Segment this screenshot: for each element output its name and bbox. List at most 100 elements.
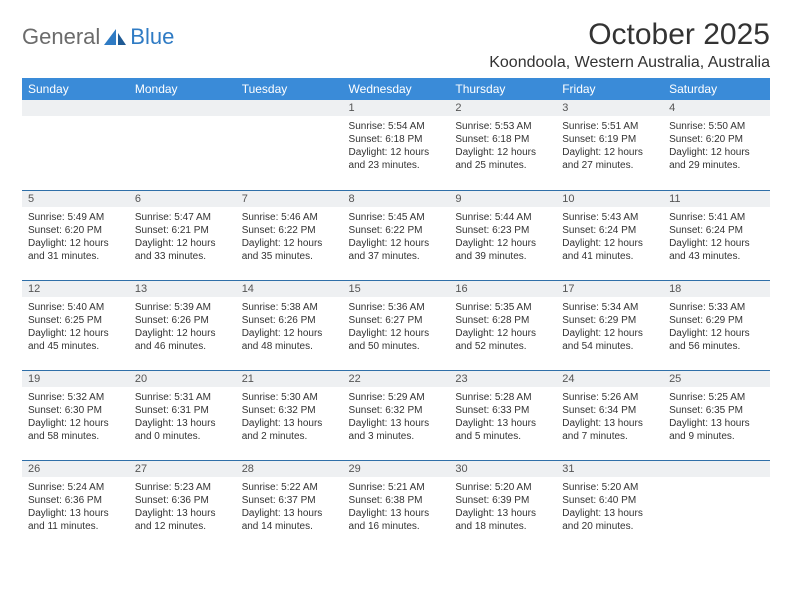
calendar-day-cell: 11Sunrise: 5:41 AMSunset: 6:24 PMDayligh… — [663, 190, 770, 280]
day-header: Wednesday — [343, 78, 450, 100]
day-header: Monday — [129, 78, 236, 100]
day-number: 4 — [663, 100, 770, 116]
logo-sail-icon — [102, 27, 128, 47]
day-number: 17 — [556, 281, 663, 297]
day-number: 6 — [129, 191, 236, 207]
day-details: Sunrise: 5:20 AMSunset: 6:39 PMDaylight:… — [449, 477, 556, 537]
day-details: Sunrise: 5:51 AMSunset: 6:19 PMDaylight:… — [556, 116, 663, 176]
calendar-day-cell: 18Sunrise: 5:33 AMSunset: 6:29 PMDayligh… — [663, 280, 770, 370]
day-details: Sunrise: 5:28 AMSunset: 6:33 PMDaylight:… — [449, 387, 556, 447]
day-details: Sunrise: 5:45 AMSunset: 6:22 PMDaylight:… — [343, 207, 450, 267]
calendar-week-row: 12Sunrise: 5:40 AMSunset: 6:25 PMDayligh… — [22, 280, 770, 370]
calendar-day-cell: 20Sunrise: 5:31 AMSunset: 6:31 PMDayligh… — [129, 370, 236, 460]
calendar-day-cell: 19Sunrise: 5:32 AMSunset: 6:30 PMDayligh… — [22, 370, 129, 460]
day-details: Sunrise: 5:21 AMSunset: 6:38 PMDaylight:… — [343, 477, 450, 537]
calendar-day-cell: 17Sunrise: 5:34 AMSunset: 6:29 PMDayligh… — [556, 280, 663, 370]
day-header: Tuesday — [236, 78, 343, 100]
empty-day-bar — [129, 100, 236, 116]
calendar-day-cell: 29Sunrise: 5:21 AMSunset: 6:38 PMDayligh… — [343, 460, 450, 550]
day-header: Friday — [556, 78, 663, 100]
day-number: 30 — [449, 461, 556, 477]
day-details: Sunrise: 5:29 AMSunset: 6:32 PMDaylight:… — [343, 387, 450, 447]
day-details: Sunrise: 5:26 AMSunset: 6:34 PMDaylight:… — [556, 387, 663, 447]
day-number: 21 — [236, 371, 343, 387]
day-details: Sunrise: 5:30 AMSunset: 6:32 PMDaylight:… — [236, 387, 343, 447]
day-details: Sunrise: 5:36 AMSunset: 6:27 PMDaylight:… — [343, 297, 450, 357]
day-number: 1 — [343, 100, 450, 116]
day-number: 28 — [236, 461, 343, 477]
day-number: 31 — [556, 461, 663, 477]
day-number: 3 — [556, 100, 663, 116]
calendar-day-cell: 4Sunrise: 5:50 AMSunset: 6:20 PMDaylight… — [663, 100, 770, 190]
calendar-week-row: 26Sunrise: 5:24 AMSunset: 6:36 PMDayligh… — [22, 460, 770, 550]
logo-text-blue: Blue — [130, 24, 174, 50]
logo-text-gray: General — [22, 24, 100, 50]
day-number: 25 — [663, 371, 770, 387]
day-header: Thursday — [449, 78, 556, 100]
day-number: 8 — [343, 191, 450, 207]
day-details: Sunrise: 5:46 AMSunset: 6:22 PMDaylight:… — [236, 207, 343, 267]
day-details: Sunrise: 5:41 AMSunset: 6:24 PMDaylight:… — [663, 207, 770, 267]
day-number: 19 — [22, 371, 129, 387]
calendar-day-cell — [22, 100, 129, 190]
calendar-day-cell: 24Sunrise: 5:26 AMSunset: 6:34 PMDayligh… — [556, 370, 663, 460]
calendar-day-cell: 30Sunrise: 5:20 AMSunset: 6:39 PMDayligh… — [449, 460, 556, 550]
empty-day-bar — [236, 100, 343, 116]
calendar-day-cell: 9Sunrise: 5:44 AMSunset: 6:23 PMDaylight… — [449, 190, 556, 280]
calendar-day-cell: 23Sunrise: 5:28 AMSunset: 6:33 PMDayligh… — [449, 370, 556, 460]
calendar-day-cell: 31Sunrise: 5:20 AMSunset: 6:40 PMDayligh… — [556, 460, 663, 550]
day-details: Sunrise: 5:44 AMSunset: 6:23 PMDaylight:… — [449, 207, 556, 267]
calendar-day-cell: 2Sunrise: 5:53 AMSunset: 6:18 PMDaylight… — [449, 100, 556, 190]
day-details: Sunrise: 5:22 AMSunset: 6:37 PMDaylight:… — [236, 477, 343, 537]
day-details: Sunrise: 5:34 AMSunset: 6:29 PMDaylight:… — [556, 297, 663, 357]
day-number: 14 — [236, 281, 343, 297]
location: Koondoola, Western Australia, Australia — [489, 54, 770, 72]
day-number: 7 — [236, 191, 343, 207]
day-details: Sunrise: 5:31 AMSunset: 6:31 PMDaylight:… — [129, 387, 236, 447]
calendar-day-cell — [129, 100, 236, 190]
calendar-day-cell: 8Sunrise: 5:45 AMSunset: 6:22 PMDaylight… — [343, 190, 450, 280]
calendar-day-cell: 13Sunrise: 5:39 AMSunset: 6:26 PMDayligh… — [129, 280, 236, 370]
day-number: 18 — [663, 281, 770, 297]
day-number: 13 — [129, 281, 236, 297]
day-number: 15 — [343, 281, 450, 297]
month-title: October 2025 — [489, 18, 770, 52]
day-details: Sunrise: 5:33 AMSunset: 6:29 PMDaylight:… — [663, 297, 770, 357]
day-number: 12 — [22, 281, 129, 297]
day-header-row: Sunday Monday Tuesday Wednesday Thursday… — [22, 78, 770, 100]
calendar-day-cell: 1Sunrise: 5:54 AMSunset: 6:18 PMDaylight… — [343, 100, 450, 190]
day-header: Sunday — [22, 78, 129, 100]
calendar-day-cell: 12Sunrise: 5:40 AMSunset: 6:25 PMDayligh… — [22, 280, 129, 370]
calendar-week-row: 5Sunrise: 5:49 AMSunset: 6:20 PMDaylight… — [22, 190, 770, 280]
day-number: 27 — [129, 461, 236, 477]
calendar-week-row: 1Sunrise: 5:54 AMSunset: 6:18 PMDaylight… — [22, 100, 770, 190]
calendar-day-cell: 5Sunrise: 5:49 AMSunset: 6:20 PMDaylight… — [22, 190, 129, 280]
calendar-day-cell: 7Sunrise: 5:46 AMSunset: 6:22 PMDaylight… — [236, 190, 343, 280]
day-number: 10 — [556, 191, 663, 207]
day-details: Sunrise: 5:53 AMSunset: 6:18 PMDaylight:… — [449, 116, 556, 176]
day-number: 29 — [343, 461, 450, 477]
day-number: 2 — [449, 100, 556, 116]
day-number: 22 — [343, 371, 450, 387]
calendar-week-row: 19Sunrise: 5:32 AMSunset: 6:30 PMDayligh… — [22, 370, 770, 460]
day-details: Sunrise: 5:43 AMSunset: 6:24 PMDaylight:… — [556, 207, 663, 267]
day-number: 20 — [129, 371, 236, 387]
calendar-day-cell: 3Sunrise: 5:51 AMSunset: 6:19 PMDaylight… — [556, 100, 663, 190]
calendar-day-cell: 21Sunrise: 5:30 AMSunset: 6:32 PMDayligh… — [236, 370, 343, 460]
day-details: Sunrise: 5:47 AMSunset: 6:21 PMDaylight:… — [129, 207, 236, 267]
day-number: 16 — [449, 281, 556, 297]
calendar-day-cell: 15Sunrise: 5:36 AMSunset: 6:27 PMDayligh… — [343, 280, 450, 370]
day-details: Sunrise: 5:23 AMSunset: 6:36 PMDaylight:… — [129, 477, 236, 537]
day-details: Sunrise: 5:49 AMSunset: 6:20 PMDaylight:… — [22, 207, 129, 267]
calendar-day-cell: 10Sunrise: 5:43 AMSunset: 6:24 PMDayligh… — [556, 190, 663, 280]
day-header: Saturday — [663, 78, 770, 100]
day-number: 24 — [556, 371, 663, 387]
calendar-day-cell: 14Sunrise: 5:38 AMSunset: 6:26 PMDayligh… — [236, 280, 343, 370]
calendar-day-cell: 25Sunrise: 5:25 AMSunset: 6:35 PMDayligh… — [663, 370, 770, 460]
calendar-page: General Blue October 2025 Koondoola, Wes… — [0, 0, 792, 568]
calendar-day-cell: 26Sunrise: 5:24 AMSunset: 6:36 PMDayligh… — [22, 460, 129, 550]
day-details: Sunrise: 5:39 AMSunset: 6:26 PMDaylight:… — [129, 297, 236, 357]
header: General Blue October 2025 Koondoola, Wes… — [22, 18, 770, 72]
calendar-day-cell — [663, 460, 770, 550]
logo: General Blue — [22, 24, 174, 50]
